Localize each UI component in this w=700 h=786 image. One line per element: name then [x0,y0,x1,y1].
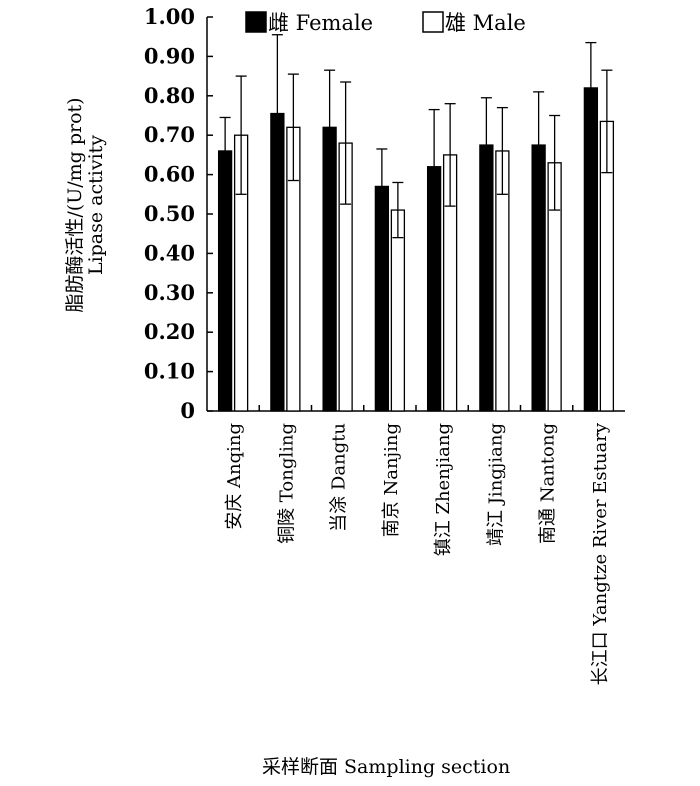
y-tick-label: 1.00 [144,4,195,29]
y-tick-label: 0.40 [144,240,195,265]
bar-female [583,87,599,412]
legend-label-male: 雄 Male [445,11,526,35]
x-category-label: 长江口 Yangtze River Estuary [590,422,611,685]
legend: 雌 Female 雄 Male [245,11,526,35]
legend-label-female: 雌 Female [268,11,373,35]
category-labels: 安庆 Anqing 铜陵 Tongling 当涂 Dangtu 南京 Nanjing 镇… [224,422,611,685]
x-category-label: 铜陵 Tongling [276,423,297,544]
y-tick-label: 0.10 [144,359,195,384]
x-category-label: 靖江 Jingjiang [485,423,506,546]
legend-swatch-female [245,11,267,33]
y-tick-label: 0.20 [144,319,195,344]
y-tick-label: 0.90 [144,43,195,68]
x-category-label: 安庆 Anqing [224,423,245,530]
y-tick-label: 0.30 [144,280,195,305]
y-tick-label: 0.70 [144,122,195,147]
x-category-label: 镇江 Zhenjiang [433,423,454,556]
bar-female [217,150,233,412]
y-tick-label: 0 [180,398,195,423]
x-category-label: 当涂 Dangtu [329,423,350,532]
bars [217,34,615,412]
x-category-label: 南京 Nanjing [381,423,402,537]
y-axis-title: 脂肪酶活性/(U/mg prot) [64,97,86,312]
y-tick-label: 0.80 [144,83,195,108]
bar-male [390,209,406,412]
y-tick-label: 0.60 [144,162,195,187]
axes: 0 0.10 0.20 0.30 0.40 0.50 0.60 0.70 0.80 0.90 1.0… [144,4,625,423]
x-category-label: 南通 Nantong [538,423,559,544]
y-tick-label: 0.50 [144,201,195,226]
legend-swatch-male [422,11,444,33]
y-axis-title-english: Lipase activity [85,135,107,275]
x-axis-title: 采样断面 Sampling section [262,756,510,778]
